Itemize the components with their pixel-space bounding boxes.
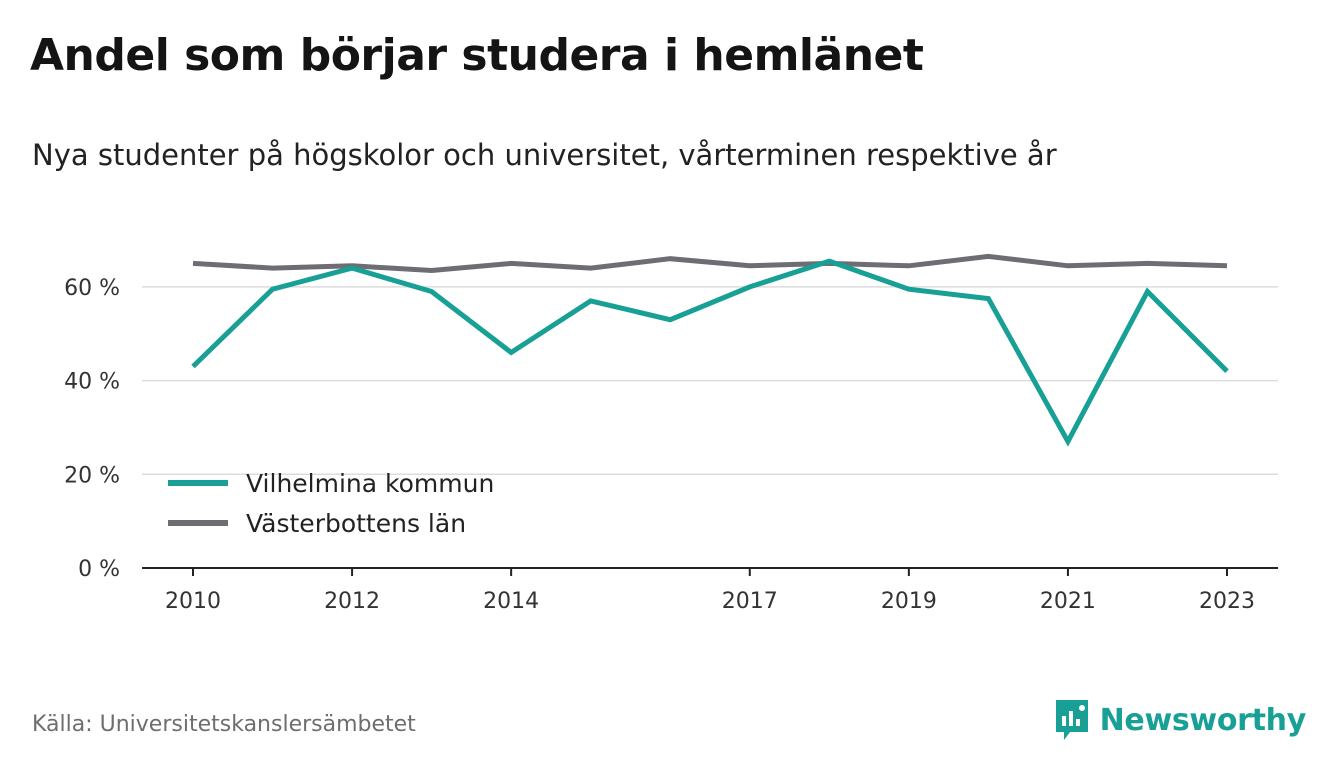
brand-name: Newsworthy <box>1099 702 1307 738</box>
legend-label-0: Vilhelmina kommun <box>246 469 494 498</box>
chart-subtitle: Nya studenter på högskolor och universit… <box>32 138 1057 172</box>
y-tick-label: 60 % <box>64 276 120 301</box>
series-line-0 <box>191 258 1229 447</box>
y-tick-label: 20 % <box>64 463 120 488</box>
x-tick-label: 2023 <box>1199 589 1255 614</box>
y-tick-label: 40 % <box>64 370 120 395</box>
chart-title: Andel som börjar studera i hemlänet <box>30 30 924 81</box>
legend-label-1: Västerbottens län <box>246 509 466 538</box>
x-tick-label: 2010 <box>165 589 221 614</box>
x-tick-label: 2014 <box>483 589 539 614</box>
y-tick-label: 0 % <box>78 557 120 582</box>
series-line-1 <box>192 253 1228 274</box>
x-tick-label: 2021 <box>1040 589 1096 614</box>
x-tick-label: 2012 <box>324 589 380 614</box>
x-tick-label: 2017 <box>722 589 778 614</box>
source-note: Källa: Universitetskanslersämbetet <box>32 712 416 737</box>
brand-logo: Newsworthy <box>1054 698 1306 742</box>
newsworthy-logo-icon <box>1055 700 1088 740</box>
x-tick-label: 2019 <box>881 589 937 614</box>
